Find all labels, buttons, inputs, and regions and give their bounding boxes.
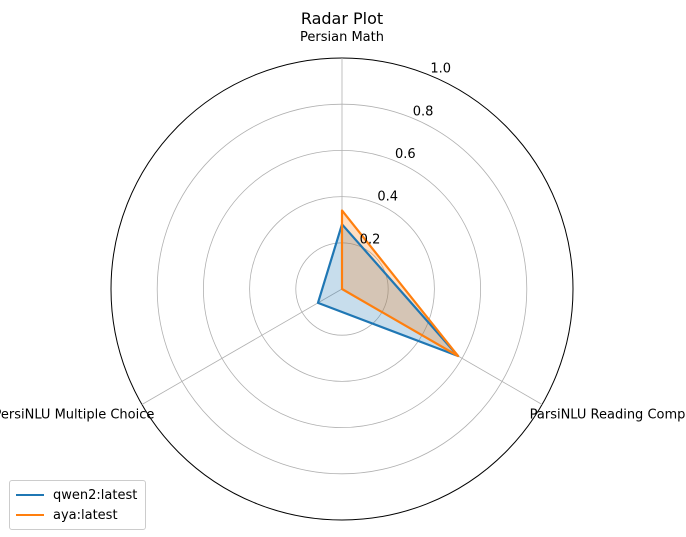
legend-label-qwen2: qwen2:latest xyxy=(53,487,138,503)
legend-label-aya: aya:latest xyxy=(53,507,118,523)
legend-swatch-aya xyxy=(16,514,44,516)
series-line-1 xyxy=(340,209,460,358)
radial-tick-label: 1.0 xyxy=(430,62,451,77)
radar-grid xyxy=(110,57,574,521)
axis-label: PersiNLU Multiple Choice xyxy=(0,408,154,423)
radial-tick-label: 0.2 xyxy=(360,232,381,247)
legend-item-qwen2: qwen2:latest xyxy=(16,485,137,505)
legend: qwen2:latest aya:latest xyxy=(9,480,147,530)
chart-title: Radar Plot xyxy=(301,9,383,28)
radial-tick-label: 0.8 xyxy=(413,104,434,119)
series-line-0 xyxy=(316,223,460,358)
radial-tick-label: 0.6 xyxy=(395,147,416,162)
axis-label: Persian Math xyxy=(300,30,384,45)
axis-label: ParsiNLU Reading Comprehension xyxy=(530,408,686,423)
axis-labels: Persian Math ParsiNLU Reading Comprehensi… xyxy=(0,30,686,423)
legend-item-aya: aya:latest xyxy=(16,505,137,525)
axis-spoke xyxy=(141,288,343,405)
series-area-0 xyxy=(317,224,459,356)
legend-swatch-qwen2 xyxy=(16,494,44,496)
radial-tick-labels: 0.2 0.4 0.6 0.8 1.0 xyxy=(360,62,451,248)
radial-tick-label: 0.4 xyxy=(377,190,398,205)
radar-series xyxy=(316,209,460,358)
